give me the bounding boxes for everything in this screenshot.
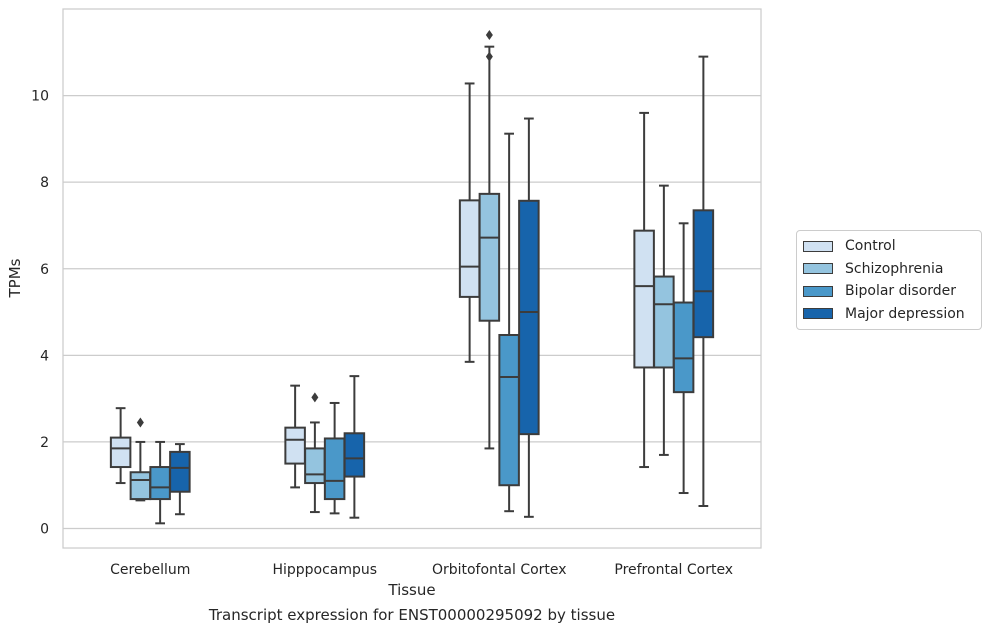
x-tick-label-orbitofontal-cortex: Orbitofontal Cortex [432,562,567,578]
legend-item-major-depression: Major depression [797,303,981,326]
box-iqr [129,471,152,501]
plot-frame [62,8,762,549]
legend-swatch-control [803,240,833,252]
box-iqr [498,333,520,487]
box-major-depression-2 [518,117,540,518]
box-iqr [109,436,132,469]
y-tick-label-4: 4 [40,348,49,364]
outlier-point [485,29,493,40]
box-bipolar-disorder-0 [149,440,171,525]
box-iqr [149,466,171,501]
box-iqr [692,209,715,339]
legend-swatch-major-depression [803,308,833,320]
x-axis-title: Tissue [387,581,435,599]
box-schizophrenia-1 [304,392,326,514]
x-tick-label-cerebellum: Cerebellum [110,562,190,578]
boxes-layer [109,29,715,525]
box-iqr [633,229,655,369]
legend: Control Schizophrenia Bipolar disorder M… [796,230,982,330]
chart-caption: Transcript expression for ENST0000029509… [208,606,616,624]
x-tick-label-prefrontal-cortex: Prefrontal Cortex [614,562,733,578]
box-iqr [653,275,675,369]
box-iqr [169,450,191,493]
box-bipolar-disorder-3 [672,222,695,495]
box-major-depression-3 [692,55,715,508]
gridlines [63,94,761,530]
legend-label-bipolar-disorder: Bipolar disorder [845,283,957,300]
box-schizophrenia-3 [653,184,675,456]
box-control-2 [458,82,481,363]
outlier-point [485,51,493,62]
legend-item-schizophrenia: Schizophrenia [797,258,981,281]
box-bipolar-disorder-2 [498,132,520,513]
box-major-depression-1 [343,375,366,519]
box-iqr [343,432,366,478]
y-tick-label-10: 10 [31,89,49,105]
y-axis-title: TPMs [6,258,24,298]
box-control-0 [109,407,132,485]
legend-label-schizophrenia: Schizophrenia [845,260,944,277]
y-tick-label-2: 2 [40,435,49,451]
box-schizophrenia-0 [129,417,152,502]
y-tick-label-8: 8 [40,175,49,191]
box-control-3 [633,111,655,469]
box-major-depression-0 [169,443,191,516]
box-schizophrenia-2 [478,29,501,450]
x-tick-labels: Cerebellum Hipppocampus Orbitofontal Corte… [110,562,733,578]
legend-label-major-depression: Major depression [845,305,965,322]
x-tick-label-hipppocampus: Hipppocampus [272,562,377,578]
box-control-1 [284,384,306,489]
legend-item-bipolar-disorder: Bipolar disorder [797,280,981,303]
y-tick-label-6: 6 [40,262,49,278]
legend-item-control: Control [797,235,981,258]
legend-swatch-schizophrenia [803,263,833,275]
box-iqr [672,301,695,394]
box-iqr [458,199,481,298]
box-iqr [323,437,346,501]
legend-swatch-bipolar-disorder [803,285,833,297]
box-iqr [518,199,540,436]
outlier-point [311,392,319,403]
y-tick-labels: 0 2 4 6 8 10 [31,89,49,538]
box-bipolar-disorder-1 [323,401,346,515]
y-tick-label-0: 0 [40,522,49,538]
legend-label-control: Control [845,238,896,255]
box-iqr [478,192,501,322]
box-iqr [304,447,326,485]
outlier-point [136,417,144,428]
box-iqr [284,426,306,465]
